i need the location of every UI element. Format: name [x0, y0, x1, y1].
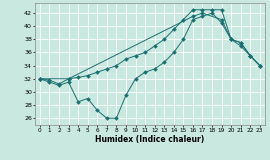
- X-axis label: Humidex (Indice chaleur): Humidex (Indice chaleur): [95, 135, 204, 144]
